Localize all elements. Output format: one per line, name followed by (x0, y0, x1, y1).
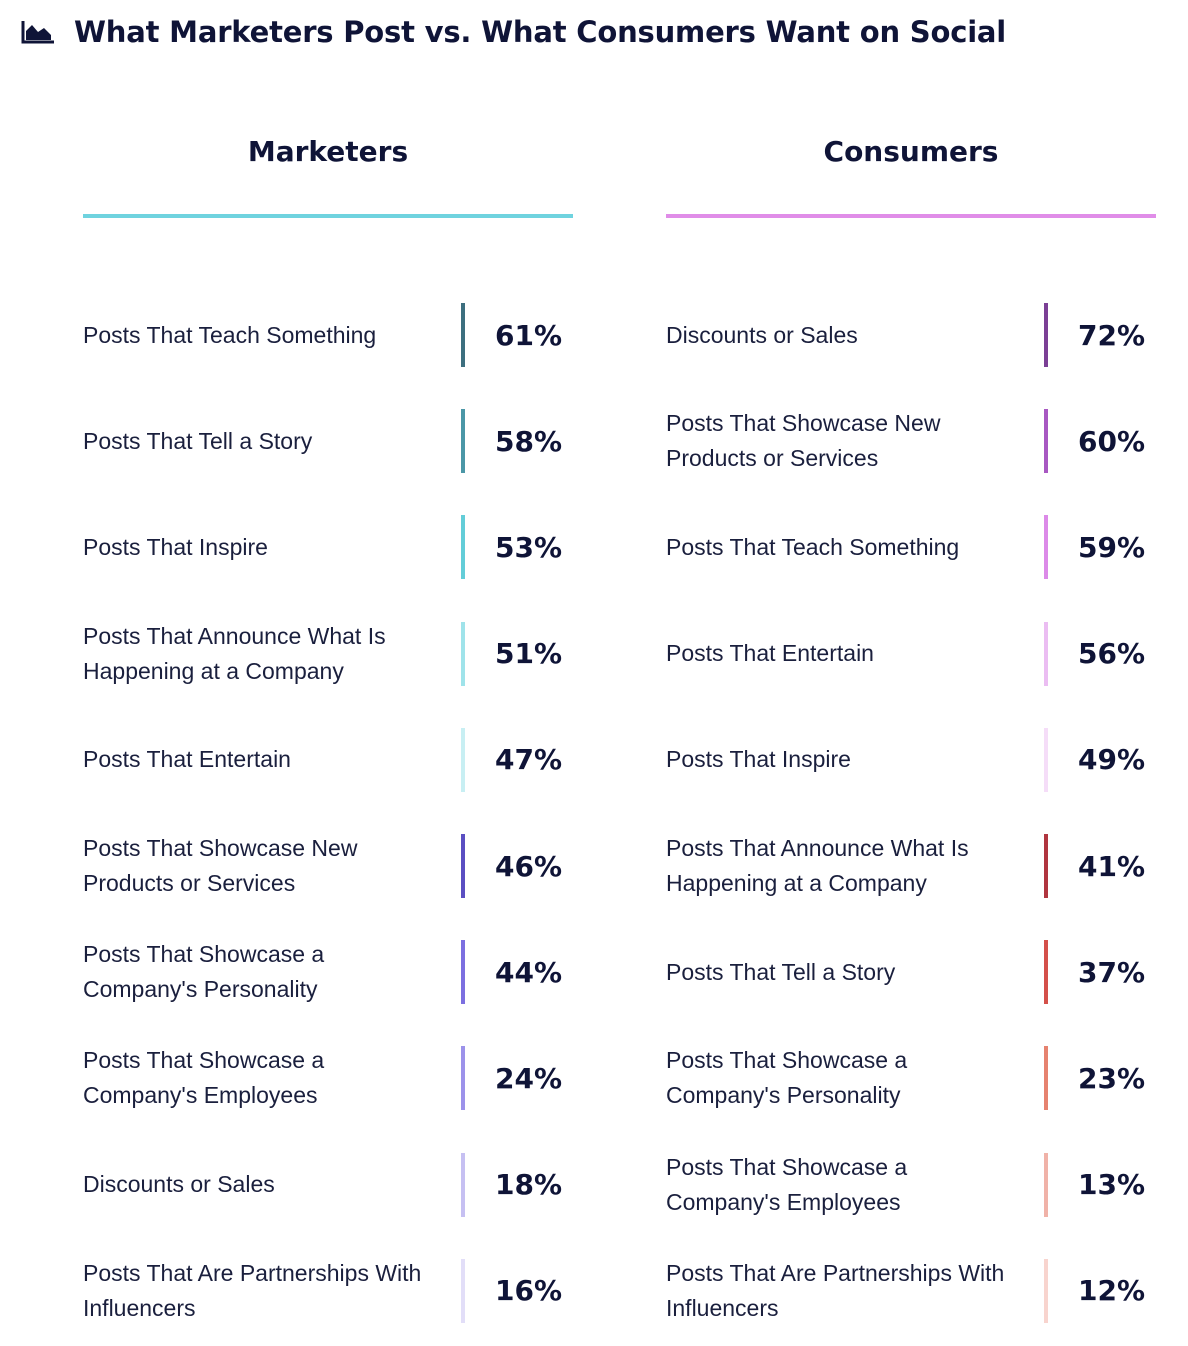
table-row: Posts That Showcase New Products or Serv… (666, 409, 1156, 474)
table-row: Posts That Tell a Story 58% (83, 409, 573, 474)
row-value: 16% (495, 1274, 563, 1308)
row-value: 46% (495, 849, 563, 883)
row-label: Posts That Are Partnerships With Influen… (666, 1259, 1005, 1321)
row-color-bar (1044, 727, 1048, 792)
row-value: 44% (495, 955, 563, 989)
table-row: Discounts or Sales 18% (83, 1152, 573, 1217)
table-row: Posts That Showcase a Company's Personal… (83, 940, 573, 1005)
row-value: 12% (1078, 1274, 1146, 1308)
row-value: 51% (495, 637, 563, 671)
row-value: 60% (1078, 424, 1146, 458)
row-label: Posts That Are Partnerships With Influen… (83, 1259, 422, 1321)
row-value: 13% (1078, 1168, 1146, 1202)
table-row: Posts That Entertain 56% (666, 621, 1156, 686)
row-value: 18% (495, 1168, 563, 1202)
row-label: Posts That Showcase New Products or Serv… (666, 410, 941, 472)
row-label: Posts That Entertain (83, 746, 291, 773)
row-value: 47% (495, 743, 563, 777)
row-color-bar (1044, 621, 1048, 686)
page-title: What Marketers Post vs. What Consumers W… (74, 15, 1007, 49)
column-title: Marketers (247, 135, 409, 168)
row-color-bar (1044, 515, 1048, 580)
row-color-bar (1044, 940, 1048, 1005)
row-value: 53% (495, 530, 563, 564)
row-value: 72% (1078, 318, 1146, 352)
table-row: Posts That Announce What Is Happening at… (83, 621, 573, 686)
row-value: 24% (495, 1061, 563, 1095)
marketers-column: Marketers Posts That Teach Something 61% P… (83, 120, 573, 1323)
table-row: Posts That Entertain 47% (83, 727, 573, 792)
column-accent-rule (83, 214, 573, 218)
row-label: Posts That Showcase a Company's Employee… (83, 1047, 325, 1109)
table-row: Posts That Announce What Is Happening at… (666, 834, 1156, 898)
row-color-bar (461, 621, 465, 686)
column-title: Consumers (823, 135, 999, 168)
row-label: Posts That Showcase a Company's Personal… (83, 941, 325, 1003)
row-color-bar (461, 834, 465, 898)
row-color-bar (461, 409, 465, 474)
row-color-bar (461, 1046, 465, 1111)
row-label: Posts That Announce What Is Happening at… (83, 622, 386, 684)
table-row: Posts That Showcase a Company's Employee… (666, 1152, 1156, 1217)
row-label: Posts That Showcase a Company's Employee… (666, 1153, 908, 1215)
table-row: Posts That Tell a Story 37% (666, 940, 1156, 1005)
table-row: Posts That Showcase a Company's Employee… (83, 1046, 573, 1111)
table-row: Posts That Inspire 49% (666, 727, 1156, 792)
row-color-bar (1044, 1258, 1048, 1323)
row-label: Posts That Inspire (666, 746, 851, 773)
row-color-bar (461, 303, 465, 367)
row-color-bar (461, 727, 465, 792)
row-color-bar (1044, 834, 1048, 898)
row-label: Posts That Inspire (83, 533, 268, 560)
table-row: Posts That Showcase a Company's Personal… (666, 1046, 1156, 1111)
row-value: 41% (1078, 849, 1146, 883)
row-label: Posts That Teach Something (666, 533, 960, 560)
table-row: Posts That Are Partnerships With Influen… (666, 1258, 1156, 1323)
row-label: Posts That Announce What Is Happening at… (666, 835, 969, 896)
row-color-bar (1044, 1152, 1048, 1217)
row-color-bar (461, 515, 465, 580)
row-label: Discounts or Sales (666, 321, 858, 348)
table-row: Posts That Teach Something 59% (666, 515, 1156, 580)
row-label: Posts That Showcase New Products or Serv… (83, 835, 358, 896)
row-color-bar (461, 1152, 465, 1217)
table-row: Posts That Teach Something 61% (83, 303, 573, 367)
table-row: Posts That Inspire 53% (83, 515, 573, 580)
row-value: 56% (1078, 637, 1146, 671)
row-label: Discounts or Sales (83, 1171, 275, 1198)
row-color-bar (461, 1258, 465, 1323)
row-label: Posts That Teach Something (83, 321, 377, 348)
row-color-bar (461, 940, 465, 1005)
row-color-bar (1044, 409, 1048, 474)
row-value: 59% (1078, 530, 1146, 564)
row-value: 58% (495, 424, 563, 458)
chart-header: What Marketers Post vs. What Consumers W… (20, 12, 1006, 52)
row-label: Posts That Entertain (666, 640, 874, 667)
row-color-bar (1044, 303, 1048, 367)
row-label: Posts That Tell a Story (666, 958, 896, 985)
consumers-column: Consumers Discounts or Sales 72% Posts Tha… (666, 120, 1156, 1323)
row-value: 37% (1078, 955, 1146, 989)
row-label: Posts That Showcase a Company's Personal… (666, 1047, 908, 1109)
table-row: Posts That Showcase New Products or Serv… (83, 834, 573, 898)
row-label: Posts That Tell a Story (83, 427, 313, 454)
row-value: 49% (1078, 743, 1146, 777)
table-row: Discounts or Sales 72% (666, 303, 1156, 367)
table-row: Posts That Are Partnerships With Influen… (83, 1258, 573, 1323)
row-color-bar (1044, 1046, 1048, 1111)
row-value: 61% (495, 318, 563, 352)
row-value: 23% (1078, 1061, 1146, 1095)
area-chart-icon (21, 21, 54, 44)
column-accent-rule (666, 214, 1156, 218)
